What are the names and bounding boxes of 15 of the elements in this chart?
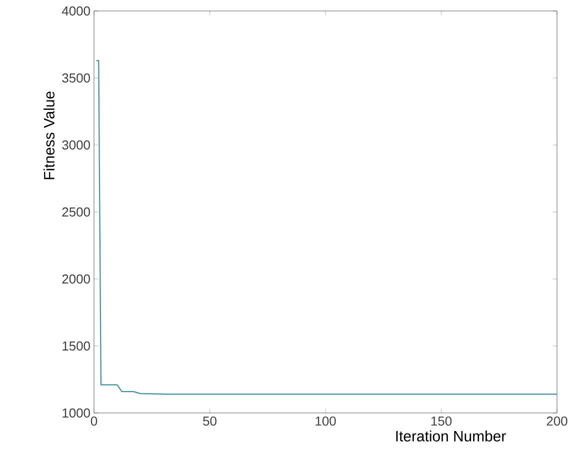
y-tick-label: 3000 xyxy=(62,140,90,150)
x-axis-title: Iteration Number xyxy=(396,430,506,442)
line-series xyxy=(96,60,558,395)
x-tick-label: 50 xyxy=(203,416,216,426)
y-axis-title: Fitness Value xyxy=(44,92,54,180)
x-tick-label: 0 xyxy=(90,416,98,426)
x-tick-label: 100 xyxy=(316,416,336,426)
x-tick-label: 150 xyxy=(431,416,452,426)
y-tick-label: 2000 xyxy=(62,274,90,284)
y-tick-label: 3500 xyxy=(62,73,90,83)
y-tick-label: 2500 xyxy=(62,207,90,217)
x-tick-label: 200 xyxy=(546,416,568,426)
y-tick-label: 1500 xyxy=(62,341,90,351)
y-tick-label: 4000 xyxy=(62,6,90,16)
y-tick-label: 1000 xyxy=(62,408,90,418)
